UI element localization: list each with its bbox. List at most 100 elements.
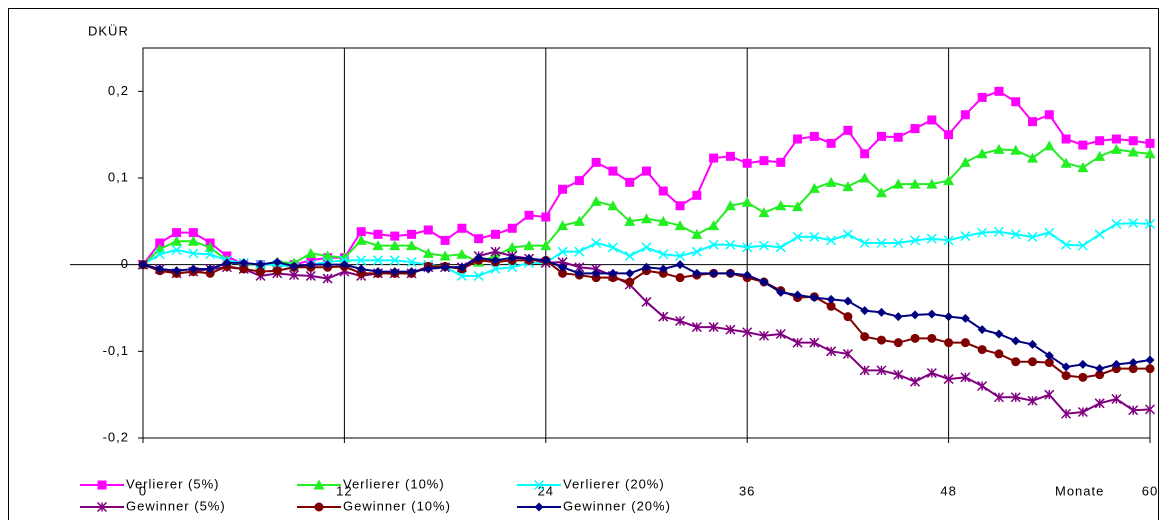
marker bbox=[306, 260, 316, 270]
marker bbox=[187, 235, 199, 246]
marker bbox=[205, 249, 216, 260]
marker bbox=[1078, 140, 1088, 150]
marker bbox=[1128, 364, 1138, 374]
marker bbox=[892, 178, 904, 189]
marker bbox=[860, 149, 870, 159]
marker bbox=[507, 262, 518, 273]
marker bbox=[976, 148, 988, 159]
marker bbox=[372, 240, 384, 251]
marker bbox=[826, 294, 836, 304]
marker bbox=[1077, 162, 1089, 173]
marker bbox=[808, 182, 820, 193]
marker bbox=[205, 264, 215, 274]
marker bbox=[457, 262, 467, 272]
marker bbox=[742, 327, 753, 338]
marker bbox=[826, 138, 836, 148]
legend-marker bbox=[314, 502, 324, 512]
marker bbox=[474, 253, 484, 263]
marker bbox=[541, 255, 551, 265]
marker bbox=[691, 322, 702, 333]
marker bbox=[742, 242, 753, 253]
marker bbox=[658, 264, 668, 274]
legend-label: Verlierer (5%) bbox=[126, 476, 219, 491]
marker bbox=[1094, 398, 1105, 409]
marker bbox=[591, 157, 601, 167]
marker bbox=[875, 187, 887, 198]
x-tick-label: 12 bbox=[336, 483, 352, 498]
marker bbox=[909, 178, 921, 189]
marker bbox=[356, 227, 366, 237]
marker bbox=[1111, 218, 1122, 229]
marker bbox=[1128, 218, 1139, 229]
marker bbox=[994, 329, 1004, 339]
marker bbox=[1095, 370, 1105, 380]
marker bbox=[775, 242, 786, 253]
marker bbox=[390, 231, 400, 241]
marker bbox=[1061, 371, 1071, 381]
marker bbox=[893, 338, 903, 348]
marker bbox=[758, 207, 770, 218]
marker bbox=[591, 268, 601, 278]
legend-label: Gewinner (5%) bbox=[126, 498, 226, 513]
marker bbox=[1010, 392, 1021, 403]
marker bbox=[407, 267, 417, 277]
marker bbox=[1111, 359, 1121, 369]
marker bbox=[558, 184, 568, 194]
marker bbox=[523, 240, 535, 251]
marker bbox=[356, 264, 366, 274]
marker bbox=[154, 249, 165, 260]
marker bbox=[456, 270, 467, 281]
marker bbox=[1094, 229, 1105, 240]
marker bbox=[540, 240, 552, 251]
marker bbox=[390, 267, 400, 277]
marker bbox=[171, 244, 182, 255]
marker bbox=[1111, 393, 1122, 405]
marker bbox=[607, 200, 619, 211]
marker bbox=[473, 270, 484, 281]
marker bbox=[1061, 362, 1071, 372]
marker bbox=[993, 392, 1004, 403]
marker bbox=[1144, 218, 1156, 229]
marker bbox=[994, 86, 1004, 96]
marker bbox=[1028, 339, 1038, 349]
marker bbox=[993, 226, 1004, 237]
marker bbox=[305, 270, 316, 281]
x-tick-label: 36 bbox=[739, 483, 755, 498]
marker bbox=[960, 110, 970, 120]
marker bbox=[1028, 357, 1038, 367]
marker bbox=[625, 268, 635, 278]
marker bbox=[977, 92, 987, 102]
marker bbox=[1010, 229, 1021, 240]
x-tick-label: 0 bbox=[139, 483, 147, 498]
marker bbox=[1078, 359, 1088, 369]
marker bbox=[1027, 152, 1039, 163]
marker bbox=[725, 324, 736, 335]
y-tick-label: 0 bbox=[121, 256, 129, 271]
marker bbox=[1128, 405, 1139, 416]
marker bbox=[960, 231, 971, 242]
y-tick-label: -0,2 bbox=[103, 429, 129, 444]
marker bbox=[859, 172, 871, 183]
marker bbox=[675, 250, 686, 262]
marker bbox=[927, 309, 937, 319]
marker bbox=[373, 229, 383, 239]
marker bbox=[793, 134, 803, 144]
marker bbox=[389, 255, 400, 266]
marker bbox=[322, 273, 333, 284]
marker bbox=[927, 333, 937, 343]
y-axis-label: DKÜR bbox=[88, 23, 129, 38]
marker bbox=[876, 365, 887, 376]
x-axis-label: Monate bbox=[1055, 483, 1104, 498]
plot-area bbox=[142, 47, 1151, 439]
marker bbox=[607, 242, 618, 253]
marker bbox=[725, 268, 735, 278]
marker bbox=[289, 261, 299, 271]
marker bbox=[860, 332, 870, 342]
legend-marker bbox=[313, 479, 325, 490]
marker bbox=[506, 241, 518, 252]
marker bbox=[741, 196, 753, 207]
marker bbox=[977, 345, 987, 355]
marker bbox=[792, 201, 804, 212]
marker bbox=[809, 231, 820, 242]
